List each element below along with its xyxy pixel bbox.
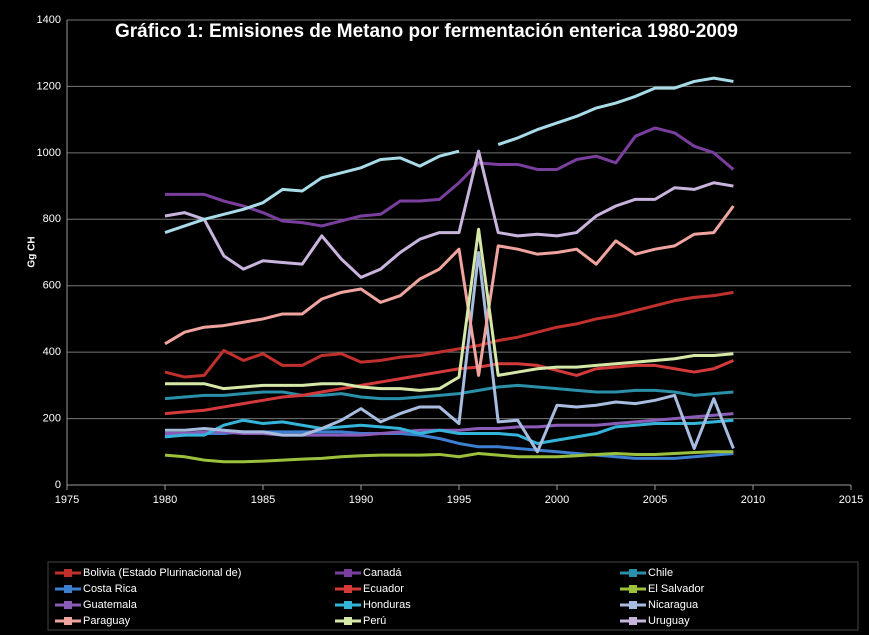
y-axis-label: Gg CH: [27, 236, 38, 267]
y-tick-label: 1400: [37, 14, 61, 26]
series-line: [165, 227, 734, 392]
legend-box: [47, 561, 859, 631]
x-tick-label: 2000: [545, 494, 569, 506]
series-line: [164, 383, 734, 401]
series-line: [164, 76, 734, 234]
legend-label: Paraguay: [83, 615, 131, 627]
series-line: [165, 251, 735, 454]
series-line: [164, 290, 734, 379]
y-tick-label: 800: [43, 213, 61, 225]
legend-label: Canadá: [363, 567, 402, 579]
legend-marker: [629, 585, 637, 593]
legend-label: Guatemala: [83, 599, 138, 611]
legend-label: Bolivia (Estado Plurinacional de): [83, 567, 241, 579]
legend-marker: [344, 569, 352, 577]
legend-marker: [629, 617, 637, 625]
legend-marker: [629, 569, 637, 577]
y-tick-label: 0: [55, 479, 61, 491]
series-line: [165, 412, 734, 437]
legend-label: Perú: [363, 615, 386, 627]
y-tick-label: 600: [43, 280, 61, 292]
x-tick-label: 1975: [55, 494, 79, 506]
x-tick-label: 1985: [251, 494, 275, 506]
legend-label: Chile: [648, 567, 673, 579]
legend-label: Ecuador: [363, 583, 404, 595]
y-tick-label: 1000: [37, 147, 61, 159]
series-line: [164, 450, 734, 464]
legend-marker: [629, 601, 637, 609]
y-tick-label: 1200: [37, 80, 61, 92]
series-line: [164, 149, 734, 279]
legend-marker: [344, 601, 352, 609]
legend-label: El Salvador: [648, 583, 705, 595]
legend-label: Costa Rica: [83, 583, 138, 595]
series-line: [164, 359, 734, 416]
legend-label: Uruguay: [648, 615, 690, 627]
y-tick-label: 200: [43, 412, 61, 424]
x-tick-label: 2010: [741, 494, 765, 506]
legend-label: Nicaragua: [648, 599, 699, 611]
series-line: [164, 418, 734, 445]
series-line: [164, 205, 735, 377]
legend-label: Honduras: [363, 599, 411, 611]
y-tick-label: 400: [43, 346, 61, 358]
x-tick-label: 1980: [153, 494, 177, 506]
legend-marker: [64, 617, 72, 625]
x-tick-label: 2015: [839, 494, 863, 506]
x-tick-label: 2005: [643, 494, 667, 506]
chart-title: Gráfico 1: Emisiones de Metano por ferme…: [115, 21, 738, 42]
x-tick-label: 1990: [349, 494, 373, 506]
series-line: [165, 126, 735, 228]
legend-marker: [64, 569, 72, 577]
legend-marker: [344, 617, 352, 625]
legend-marker: [64, 585, 72, 593]
x-tick-label: 1995: [447, 494, 471, 506]
legend-marker: [64, 601, 72, 609]
legend-marker: [344, 585, 352, 593]
